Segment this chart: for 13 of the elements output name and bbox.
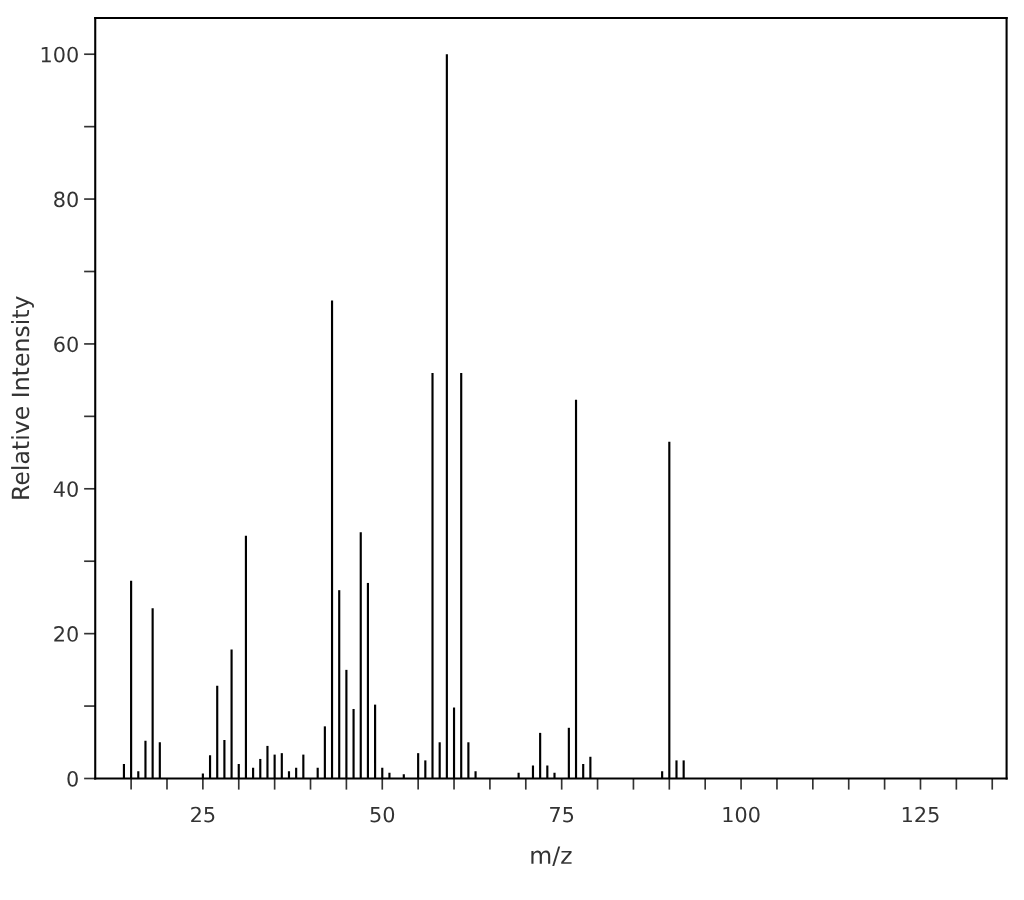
- x-axis-title: m/z: [531, 846, 572, 867]
- y-tick-label: 20: [54, 626, 78, 642]
- x-tick-label: 50: [370, 806, 395, 823]
- y-axis-title: Relative Intensity: [11, 296, 34, 499]
- y-tick-label: 40: [53, 481, 78, 497]
- y-tick-label: 80: [54, 191, 78, 208]
- x-tick-label: 125: [902, 806, 939, 823]
- x-tick-label: 75: [550, 806, 574, 823]
- y-tick-label: 0: [67, 770, 78, 787]
- x-tick-label: 25: [191, 806, 215, 823]
- x-tick-label: 100: [723, 806, 760, 823]
- y-tick-label: 100: [41, 46, 78, 63]
- y-tick-label: 60: [54, 336, 78, 353]
